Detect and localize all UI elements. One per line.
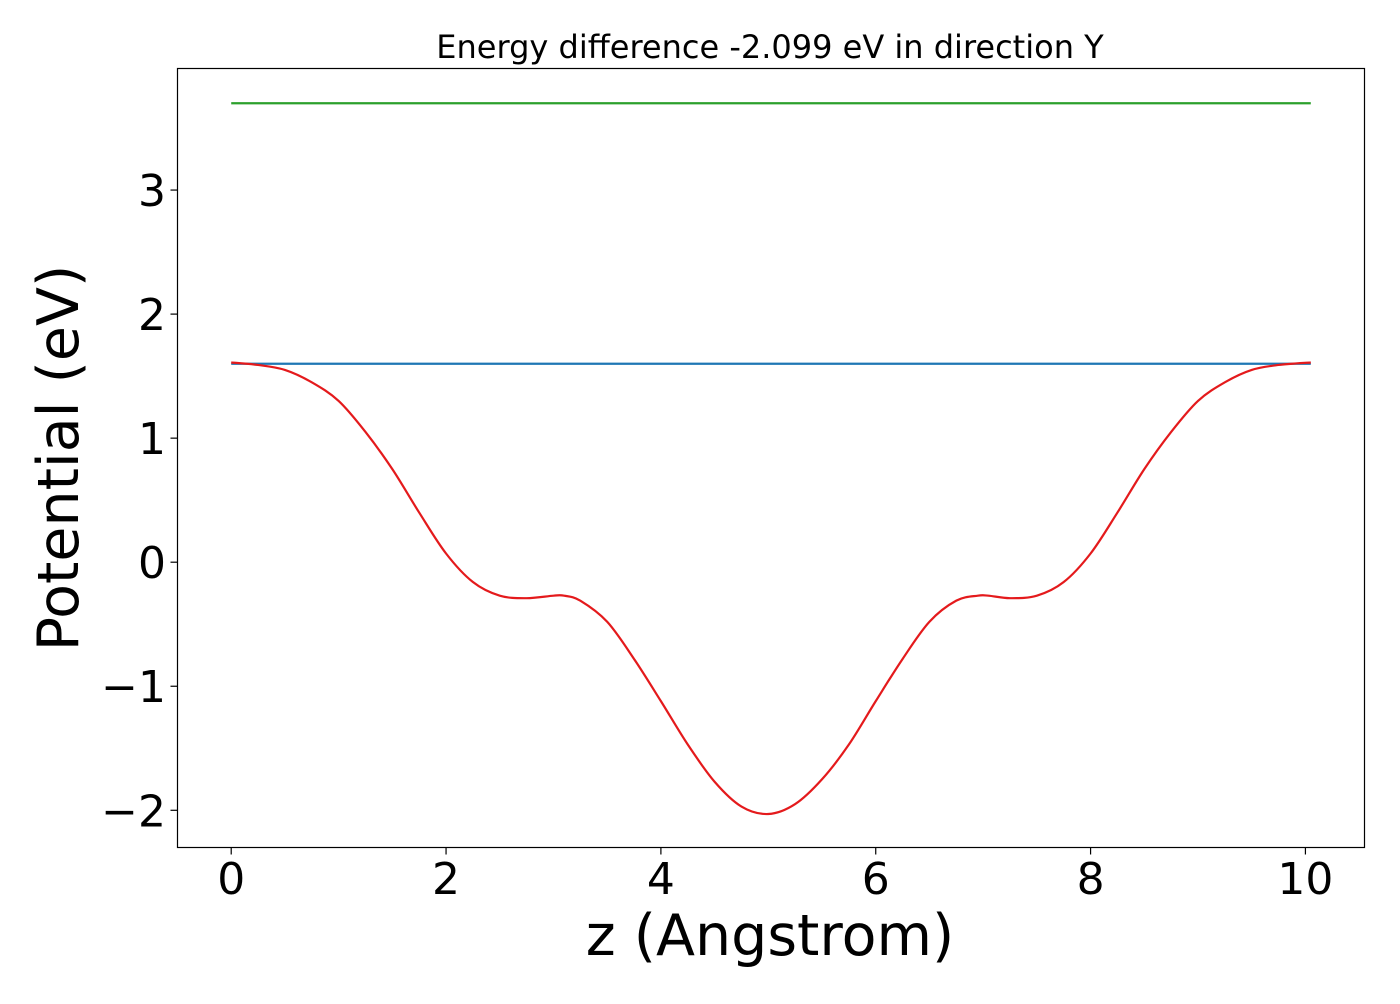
x-tick-label: 0 bbox=[217, 854, 245, 905]
x-axis-label: z (Angstrom) bbox=[586, 903, 954, 969]
x-tick-label: 2 bbox=[432, 854, 460, 905]
x-tick-label: 6 bbox=[862, 854, 890, 905]
y-axis: −2 −1 0 1 2 3 bbox=[101, 166, 178, 837]
x-tick-label: 10 bbox=[1277, 854, 1333, 905]
y-tick-label: 1 bbox=[138, 414, 166, 465]
chart-title: Energy difference -2.099 eV in direction… bbox=[436, 28, 1104, 66]
x-axis: 0 2 4 6 8 10 bbox=[217, 847, 1333, 905]
y-axis-label: Potential (eV) bbox=[26, 265, 92, 651]
plot-area-frame bbox=[176, 67, 1366, 849]
x-tick-label: 8 bbox=[1077, 854, 1105, 905]
x-tick-label: 4 bbox=[647, 854, 675, 905]
y-tick-label: −1 bbox=[101, 662, 166, 713]
y-tick-label: 3 bbox=[138, 166, 166, 217]
series-line-2 bbox=[231, 361, 1311, 816]
y-tick-label: 0 bbox=[138, 538, 166, 589]
y-tick-label: 2 bbox=[138, 290, 166, 341]
series-layer bbox=[231, 102, 1311, 816]
y-tick-label: −2 bbox=[101, 786, 166, 837]
